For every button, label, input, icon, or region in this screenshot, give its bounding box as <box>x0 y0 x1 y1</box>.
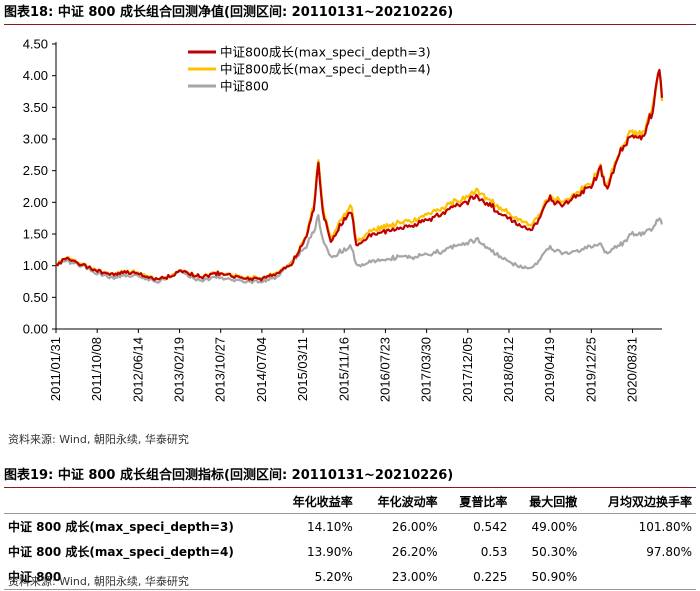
y-tick-label: 2.50 <box>23 163 48 178</box>
x-tick-label: 2016/07/23 <box>377 337 392 402</box>
nav-line-chart: 0.00 0.50 1.00 1.50 2.00 2.50 3.00 3.50 4.00 4.50… <box>23 37 664 402</box>
cell-annual-return: 5.20% <box>314 569 353 584</box>
x-tick-label: 2013/02/19 <box>172 337 187 402</box>
x-tick-label: 2011/01/31 <box>48 337 63 401</box>
y-tick-label: 4.50 <box>23 37 48 52</box>
legend-label: 中证800成长(max_speci_depth=4) <box>220 62 431 77</box>
x-tick-label: 2017/12/05 <box>460 337 475 402</box>
y-tick-label: 2.00 <box>23 195 48 210</box>
cell-turnover <box>581 564 696 590</box>
x-tick-label: 2020/08/31 <box>625 337 640 402</box>
y-tick-label: 3.50 <box>23 100 48 115</box>
cell-annual-return: 14.10% <box>307 519 353 534</box>
series-line-0 <box>55 68 664 282</box>
table-row: 中证 800 5.20% 23.00% 0.225 50.90% <box>4 564 696 590</box>
cell-annual-return: 13.90% <box>307 544 353 559</box>
cell-turnover: 101.80% <box>638 519 692 534</box>
x-tick-label: 2018/08/12 <box>501 337 516 402</box>
x-tick-label: 2015/03/11 <box>295 337 310 401</box>
y-tick-label: 1.00 <box>23 258 48 273</box>
cell-sharpe: 0.53 <box>480 544 508 559</box>
legend-label: 中证800成长(max_speci_depth=3) <box>220 45 431 60</box>
cell-max-drawdown: 50.30% <box>531 544 578 559</box>
x-tick-label: 2014/07/04 <box>254 337 269 402</box>
cell-sharpe: 0.225 <box>473 569 508 584</box>
legend-label: 中证800 <box>220 79 269 94</box>
header-cell: 最大回撤 <box>529 495 578 509</box>
cell-annual-volatility: 26.20% <box>391 544 438 559</box>
figure-19-title: 图表19: 中证 800 成长组合回测指标(回测区间: 20110131~202… <box>4 467 696 488</box>
figure-18-title: 图表18: 中证 800 成长组合回测净值(回测区间: 20110131~202… <box>4 4 696 25</box>
header-cell: 夏普比率 <box>459 495 508 509</box>
cell-max-drawdown: 49.00% <box>531 519 578 534</box>
x-tick-label: 2012/06/14 <box>130 337 145 402</box>
table-header-row: 年化收益率 年化波动率 夏普比率 最大回撤 月均双边换手率 <box>4 490 696 514</box>
metrics-table: 年化收益率 年化波动率 夏普比率 最大回撤 月均双边换手率 中证 800 成长(… <box>4 490 696 590</box>
header-cell: 月均双边换手率 <box>607 495 692 509</box>
series-line-2 <box>55 214 664 285</box>
figure-18-source: 资料来源: Wind, 朝阳永续, 华泰研究 <box>8 433 189 446</box>
x-tick-label: 2015/11/16 <box>336 337 351 401</box>
y-tick-label: 1.50 <box>23 227 48 242</box>
header-cell: 年化波动率 <box>377 495 438 509</box>
cell-annual-volatility: 26.00% <box>391 519 438 534</box>
y-tick-label: 4.00 <box>23 68 48 83</box>
x-tick-label: 2019/12/25 <box>583 337 598 402</box>
header-cell <box>4 490 272 514</box>
x-tick-label: 2013/10/27 <box>213 337 228 402</box>
row-name: 中证 800 成长(max_speci_depth=4) <box>8 545 234 559</box>
series-line-1 <box>55 69 664 281</box>
x-tick-label: 2017/03/30 <box>419 337 434 402</box>
cell-max-drawdown: 50.90% <box>531 569 578 584</box>
cell-annual-volatility: 23.00% <box>391 569 438 584</box>
y-tick-label: 3.00 <box>23 132 48 147</box>
x-tick-label: 2019/04/19 <box>542 337 557 402</box>
header-cell: 年化收益率 <box>292 495 353 509</box>
x-tick-label: 2011/10/08 <box>89 337 104 401</box>
cell-sharpe: 0.542 <box>473 519 508 534</box>
row-name: 中证 800 <box>8 570 62 584</box>
cell-turnover: 97.80% <box>646 544 692 559</box>
y-tick-label: 0.50 <box>23 290 48 305</box>
row-name: 中证 800 成长(max_speci_depth=3) <box>8 520 234 534</box>
table-row: 中证 800 成长(max_speci_depth=4) 13.90% 26.2… <box>4 539 696 564</box>
table-row: 中证 800 成长(max_speci_depth=3) 14.10% 26.0… <box>4 514 696 540</box>
figure-19-source: 资料来源: Wind, 朝阳永续, 华泰研究 <box>8 575 189 588</box>
y-tick-label: 0.00 <box>23 322 48 337</box>
